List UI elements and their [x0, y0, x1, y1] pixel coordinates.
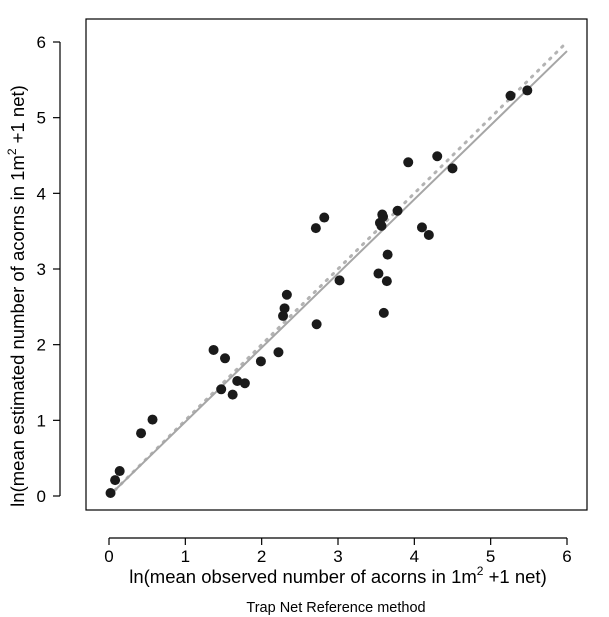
data-point — [114, 466, 125, 477]
x-axis: 0 1 2 3 4 5 6 — [104, 537, 572, 566]
data-point — [403, 157, 414, 168]
data-point — [416, 222, 427, 233]
data-point — [273, 347, 284, 358]
x-axis-label: ln(mean observed number of acorns in 1m2… — [129, 564, 547, 587]
data-point — [382, 249, 393, 260]
data-point — [281, 289, 292, 300]
data-point — [136, 428, 147, 439]
data-point — [432, 151, 443, 162]
x-tick-label: 2 — [257, 547, 266, 566]
data-point — [216, 384, 227, 395]
data-point — [310, 223, 321, 234]
data-point — [227, 389, 238, 400]
fit-line — [108, 50, 568, 497]
y-tick-label: 4 — [37, 184, 46, 203]
data-point — [392, 205, 403, 216]
y-axis: 0 1 2 3 4 5 6 — [37, 33, 61, 506]
data-point — [376, 220, 387, 231]
data-point — [105, 487, 116, 498]
y-tick-label: 6 — [37, 33, 46, 52]
data-point — [232, 375, 243, 386]
data-point — [239, 378, 250, 389]
data-point — [255, 356, 266, 367]
data-point — [278, 310, 289, 321]
data-point — [447, 163, 458, 174]
data-points — [105, 85, 533, 498]
data-point — [423, 229, 434, 240]
y-tick-label: 2 — [37, 336, 46, 355]
x-tick-label: 0 — [104, 547, 113, 566]
x-tick-label: 4 — [410, 547, 419, 566]
data-point — [110, 475, 121, 486]
data-point — [220, 353, 231, 364]
y-axis-label: ln(mean estimated number of acorns in 1m… — [5, 85, 28, 507]
y-tick-label: 3 — [37, 260, 46, 279]
data-point — [522, 85, 533, 96]
x-tick-label: 5 — [486, 547, 495, 566]
data-point — [378, 211, 389, 222]
data-point — [279, 303, 290, 314]
x-tick-label: 1 — [181, 547, 190, 566]
x-tick-label: 3 — [333, 547, 342, 566]
data-point — [311, 319, 322, 330]
data-point — [208, 344, 219, 355]
data-point — [505, 90, 516, 101]
data-point — [378, 307, 389, 318]
data-point — [334, 275, 345, 286]
data-point — [381, 276, 392, 287]
reference-lines — [107, 40, 569, 498]
chart-subtitle: Trap Net Reference method — [246, 600, 425, 616]
plot-area-frame — [85, 18, 588, 511]
identity-line — [107, 40, 569, 498]
x-tick-label: 6 — [562, 547, 571, 566]
data-point — [147, 414, 158, 425]
y-tick-label: 5 — [37, 109, 46, 128]
data-point — [373, 268, 384, 279]
data-point — [319, 212, 330, 223]
y-tick-label: 1 — [37, 411, 46, 430]
y-tick-label: 0 — [37, 487, 46, 506]
